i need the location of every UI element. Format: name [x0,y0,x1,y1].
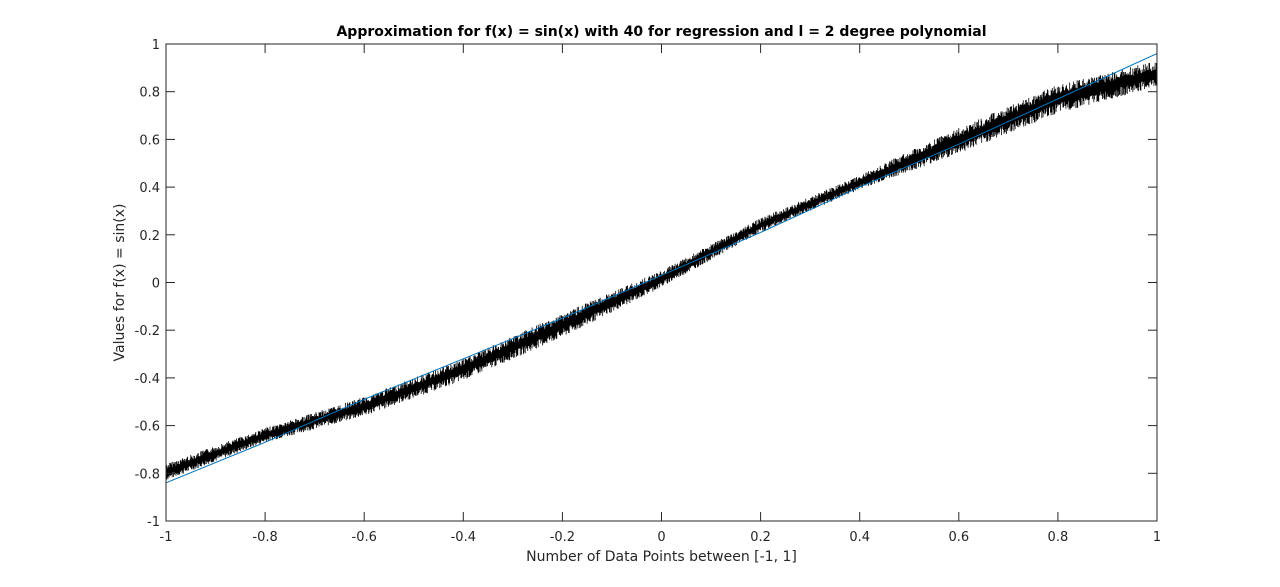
y-tick-label: 0.2 [139,229,160,244]
y-axis-label: Values for f(x) = sin(x) [112,204,128,362]
x-tick-label: 0.6 [948,530,969,545]
x-tick-label: -0.6 [352,530,377,545]
y-tick-label: 1 [152,38,160,53]
x-tick-label: -0.4 [451,530,476,545]
y-tick-label: -0.8 [135,467,160,482]
y-tick-label: -0.2 [135,324,160,339]
x-tick-label: -0.2 [550,530,575,545]
y-tick-label: -0.6 [135,420,160,435]
x-tick-label: -0.8 [252,530,277,545]
x-tick-label: -1 [160,530,173,545]
chart-title: Approximation for f(x) = sin(x) with 40 … [336,24,986,40]
x-tick-label: 0.8 [1048,530,1069,545]
y-tick-label: -1 [147,515,160,530]
x-tick-label: 1 [1153,530,1161,545]
y-tick-label: 0 [152,277,160,292]
y-tick-label: 0.4 [139,181,160,196]
x-tick-label: 0.2 [750,530,771,545]
x-tick-label: 0 [657,530,665,545]
x-tick-label: 0.4 [849,530,870,545]
regression-line-series [165,53,1158,484]
ticks-layer: -1 -0.8 -0.6 -0.4 -0.2 0 0.2 0.4 0.6 0.8 1 -1 -0.8 -0… [135,38,1162,545]
y-tick-label: 0.6 [139,133,160,148]
x-axis-label: Number of Data Points between [-1, 1] [526,549,797,565]
y-tick-label: 0.8 [139,86,160,101]
y-tick-label: -0.4 [135,372,160,387]
